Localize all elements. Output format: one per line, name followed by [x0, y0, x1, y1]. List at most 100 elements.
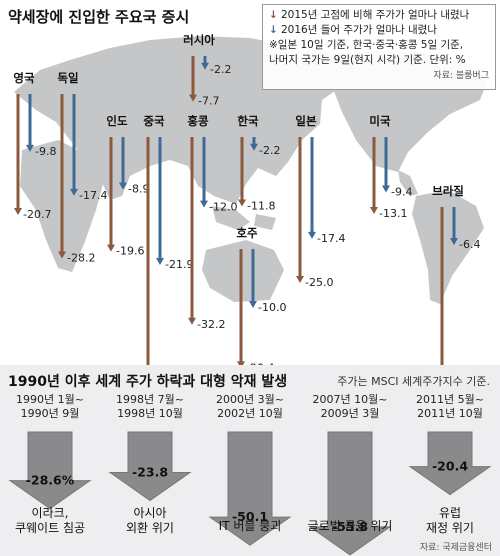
period-label: 2011년 5월~ — [416, 393, 484, 406]
decline-arrow — [408, 431, 492, 496]
since-2015-peak-arrowhead — [189, 94, 197, 102]
country-label: 영국 — [13, 71, 35, 85]
country-group-8: 일본 -25.0 -17.4 — [295, 114, 345, 289]
country-label: 러시아 — [183, 33, 215, 47]
country-label: 호주 — [236, 226, 258, 240]
since-2016-value-label: -9.4 — [391, 186, 412, 199]
decline-value-label: -23.8 — [132, 464, 168, 479]
history-panel: 1990년 1월~ 1990년 9월 -28.6% 이라크, 쿠웨이트 침공 1998년 … — [0, 365, 500, 556]
crash-column-0: 1990년 1월~1990년 9월 -28.6% 이라크,쿠웨이트 침공 — [8, 393, 92, 535]
since-2016-arrowhead — [119, 182, 127, 190]
stock-decline-bars: 영국 -20.7 -9.8 독일 -28.2 -17.4 인도 -19.6 -8.9중국-46.… — [13, 33, 480, 365]
decline-arrow — [108, 431, 192, 502]
event-label: 유럽 — [439, 506, 461, 520]
decline-value-label: -50.1 — [232, 509, 268, 524]
since-2015-peak-value-label: -20.4 — [246, 361, 274, 365]
period-label: 2000년 3월~ — [216, 393, 284, 406]
since-2015-peak-value-label: -13.1 — [379, 207, 407, 220]
event-label: 쿠웨이트 침공 — [15, 521, 85, 535]
country-group-5: 러시아 -7.7 -2.2 — [183, 33, 231, 108]
chart-title: 약세장에 진입한 주요국 증시 — [8, 8, 190, 26]
country-group-0: 영국 -20.7 -9.8 — [13, 71, 56, 221]
country-group-3: 중국-46.5%-21.9 — [143, 114, 193, 365]
event-label: 아시아 — [133, 506, 166, 520]
since-2015-peak-arrowhead — [370, 206, 378, 214]
country-group-2: 인도 -19.6 -8.9 — [106, 114, 149, 258]
since-2015-peak-arrowhead — [107, 244, 115, 252]
since-2016-value-label: -9.8 — [35, 145, 56, 158]
decline-value-label: -28.6% — [26, 473, 75, 488]
decline-value-label: -20.4 — [432, 459, 468, 474]
since-2016-value-label: -8.9 — [128, 183, 149, 196]
event-label: 재정 위기 — [426, 521, 474, 535]
since-2016-arrowhead — [200, 200, 208, 208]
since-2015-peak-value-label: -7.7 — [198, 95, 219, 108]
since-2016-arrowhead — [201, 62, 209, 70]
since-2015-peak-value-label: -20.7 — [23, 208, 51, 221]
period-label: 2011년 10월 — [417, 407, 483, 420]
event-label: 글로벌 금융 위기 — [308, 519, 393, 533]
decline-arrow — [8, 431, 92, 510]
since-2016-value-label: -2.2 — [210, 63, 231, 76]
since-2015-peak-value-label: -19.6 — [116, 245, 144, 258]
since-2016-value-label: -10.0 — [258, 301, 286, 314]
since-2016-arrowhead — [249, 301, 257, 308]
since-2016-value-label: -17.4 — [79, 189, 107, 202]
legend-source: 자료: 블룸버그 — [433, 71, 489, 81]
history-title: 1990년 이후 세계 주가 하락과 대형 악재 발생 — [8, 374, 288, 390]
country-label: 인도 — [106, 114, 128, 128]
country-group-7: 호주 -20.4 -10.0 — [236, 226, 286, 365]
since-2015-peak-value-label: -25.0 — [305, 276, 333, 289]
decline-value-label: -55.8 — [332, 519, 368, 534]
legend-note-2: 나머지 국가는 9일(현지 시각) 기준. 단위: % — [269, 54, 466, 66]
period-label: 2007년 10월~ — [313, 393, 388, 406]
period-label: 1990년 9월 — [21, 407, 80, 420]
since-2015-peak-value-label: -32.2 — [197, 318, 225, 331]
since-2016-arrowhead — [250, 143, 258, 151]
period-label: 1998년 10월 — [117, 407, 183, 420]
country-label: 한국 — [237, 114, 259, 128]
crash-column-2: 2000년 3월~2002년 10월 -50.1IT 버블 붕괴 — [208, 393, 292, 546]
since-2015-peak-value-label: -11.8 — [247, 199, 275, 212]
country-group-10: 브라질-30.1-6.4 — [432, 184, 480, 365]
country-group-4: 홍콩 -32.2 -12.0 — [187, 114, 237, 331]
since-2015-peak-arrowhead — [14, 208, 22, 216]
legend-item-2016: ↓ 2016년 들어 주가가 얼마나 내렸나 — [269, 23, 489, 38]
since-2016-arrowhead — [450, 238, 458, 246]
country-label: 독일 — [57, 71, 78, 85]
history-source: 자료: 국제금융센터 — [419, 543, 492, 553]
since-2016-value-label: -17.4 — [317, 232, 345, 245]
since-2016-value-label: -21.9 — [165, 258, 193, 271]
legend-label-2015: 2015년 고점에 비해 주가가 얼마나 내렸나 — [281, 9, 470, 21]
country-group-6: 한국 -11.8 -2.2 — [237, 114, 280, 212]
legend-label-2016: 2016년 들어 주가가 얼마나 내렸나 — [281, 24, 437, 36]
history-arrows: 1990년 1월~1990년 9월 -28.6% 이라크,쿠웨이트 침공 1998년 … — [8, 393, 492, 556]
period-label: 1998년 7월~ — [116, 393, 184, 406]
since-2015-peak-arrowhead — [238, 199, 246, 207]
country-label: 미국 — [369, 114, 391, 128]
country-label: 브라질 — [432, 184, 464, 198]
decline-arrow — [308, 431, 392, 556]
period-label: 1990년 1월~ — [16, 393, 84, 406]
since-2016-arrowhead — [26, 144, 34, 152]
country-group-9: 미국 -13.1 -9.4 — [369, 114, 412, 220]
country-label: 홍콩 — [187, 114, 209, 128]
since-2016-arrowhead — [70, 188, 78, 196]
since-2016-value-label: -12.0 — [209, 201, 237, 214]
legend-note-1: ※일본 10일 기준, 한국·중국·홍콩 5일 기준, — [269, 39, 464, 51]
since-2015-peak-arrowhead — [58, 251, 66, 259]
since-2016-value-label: -6.4 — [459, 238, 480, 251]
since-2015-peak-arrowhead — [296, 276, 304, 283]
history-basis-note: 주가는 MSCI 세계주가지수 기준. — [337, 375, 490, 388]
country-label: 일본 — [295, 114, 317, 128]
since-2015-peak-arrowhead — [237, 361, 245, 365]
decline-arrow — [208, 431, 292, 546]
country-label: 중국 — [143, 114, 165, 128]
down-arrow-brown-icon: ↓ — [269, 9, 278, 21]
world-market-panel: 영국 -20.7 -9.8 독일 -28.2 -17.4 인도 -19.6 -8.9중국-46.… — [8, 4, 496, 365]
period-label: 2002년 10월 — [217, 407, 283, 420]
